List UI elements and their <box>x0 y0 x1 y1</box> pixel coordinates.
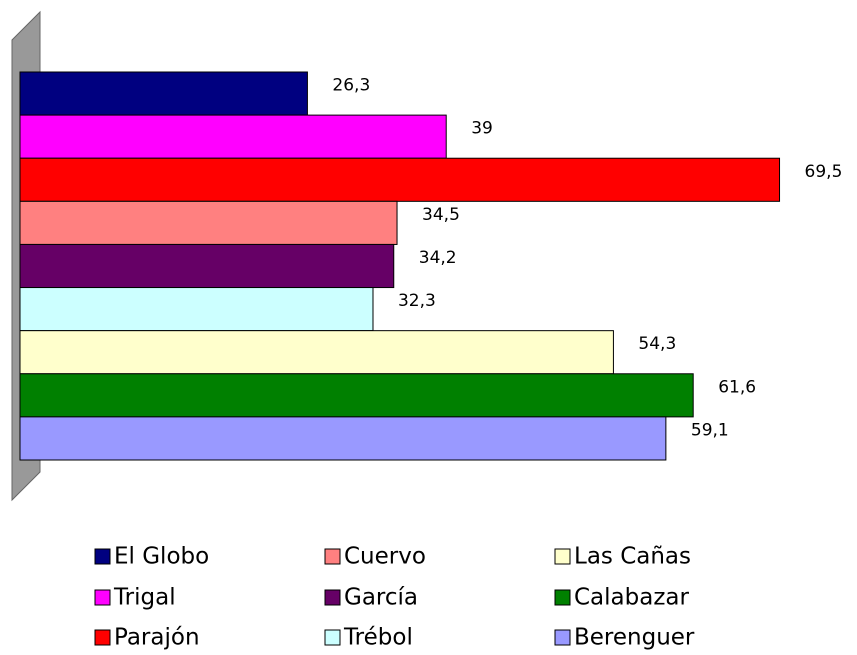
bar <box>19 243 395 289</box>
legend-swatch <box>324 589 341 606</box>
value-label: 34,2 <box>419 248 457 268</box>
legend-swatch <box>554 629 571 646</box>
bar <box>19 157 781 202</box>
legend-label: Trébol <box>343 625 413 651</box>
legend-swatch <box>94 548 111 565</box>
bar <box>19 71 308 116</box>
legend-swatch <box>554 548 571 565</box>
value-label: 69,5 <box>805 162 843 182</box>
legend-label: García <box>344 585 418 611</box>
legend-label: El Globo <box>114 544 209 570</box>
value-label: 39 <box>471 119 493 139</box>
value-label: 61,6 <box>718 377 756 397</box>
bar <box>19 330 614 375</box>
value-label: 34,5 <box>422 205 460 225</box>
legend-swatch <box>554 589 571 606</box>
legend-swatch <box>94 589 111 606</box>
bar <box>19 416 667 461</box>
legend-swatch <box>94 629 111 646</box>
value-label: 32,3 <box>398 291 436 311</box>
legend-label: Cuervo <box>344 544 426 570</box>
bar <box>19 373 694 418</box>
value-label: 54,3 <box>638 334 676 354</box>
legend-label: Las Cañas <box>574 544 691 570</box>
legend-label: Calabazar <box>574 585 689 611</box>
legend-swatch <box>324 629 341 646</box>
legend-swatch <box>324 548 341 565</box>
bar <box>19 200 398 245</box>
legend-label: Berenguer <box>574 625 695 651</box>
value-label: 26,3 <box>332 76 370 96</box>
bar <box>19 114 447 159</box>
legend-label: Trigal <box>113 585 176 611</box>
bar <box>19 287 374 332</box>
legend-label: Parajón <box>114 625 200 651</box>
value-label: 59,1 <box>691 420 729 440</box>
